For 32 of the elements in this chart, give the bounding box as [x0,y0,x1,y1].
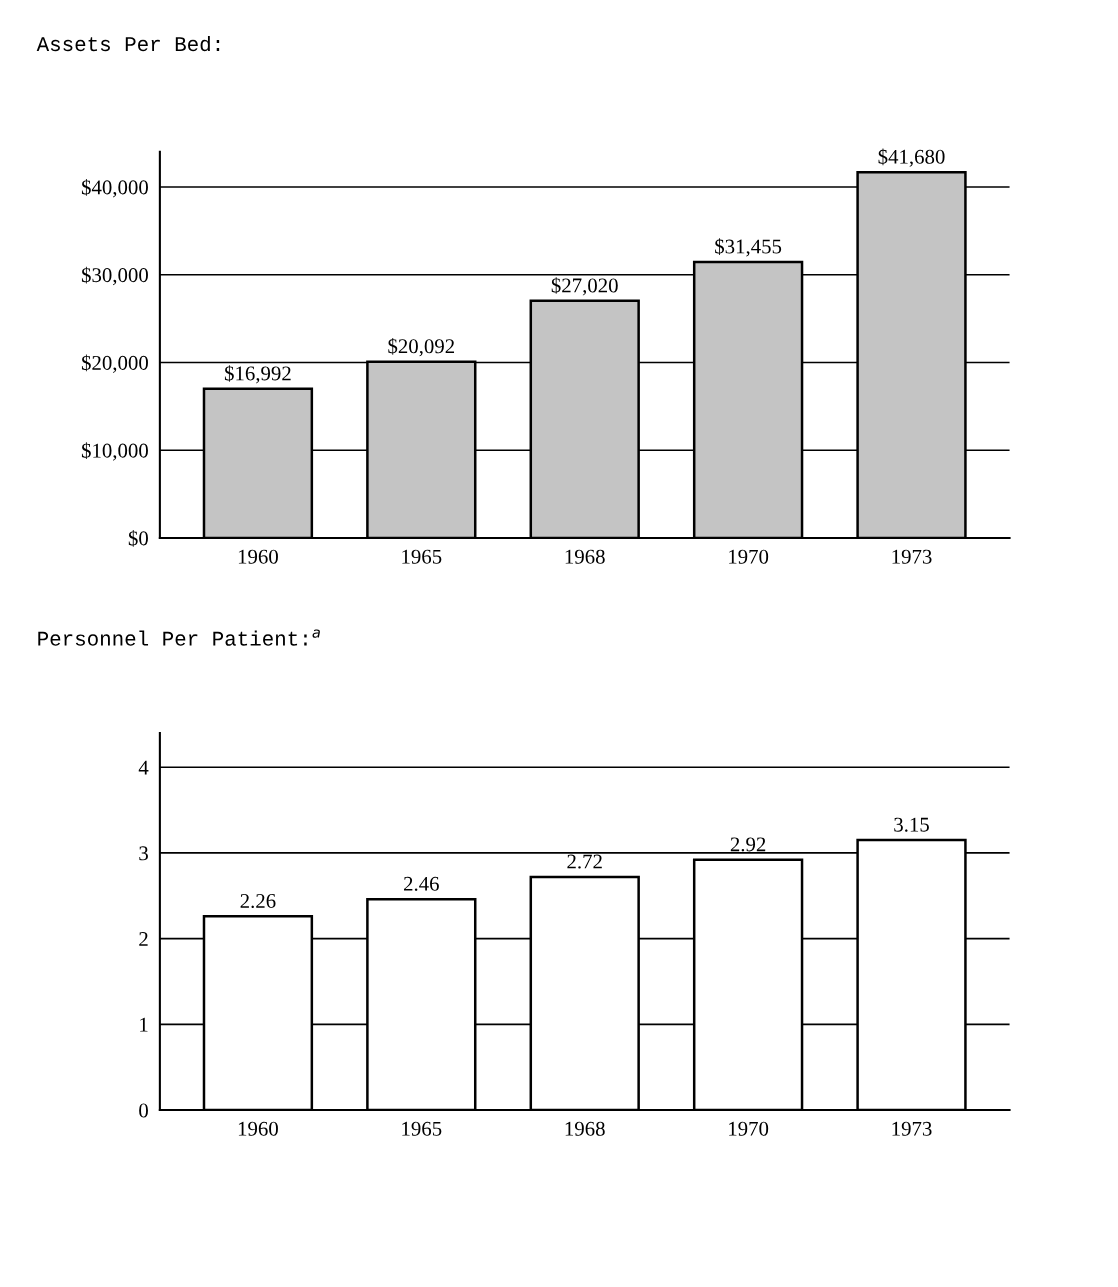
data-label: $16,992 [224,365,291,384]
x-tick-label: 1973 [892,1121,932,1136]
x-tick-label: 1968 [565,1121,605,1136]
data-label: $41,680 [878,148,945,167]
data-label: 2.46 [404,876,439,891]
x-tick-label: 1965 [402,549,442,564]
chart-title: Assets Per Bed: [36,35,220,52]
x-tick-label: 1960 [238,549,278,564]
y-tick-label: $10,000 [81,442,148,461]
y-tick-label: $40,000 [81,179,148,198]
x-tick-label: 1970 [729,549,769,564]
y-tick-label: 3 [139,846,148,861]
y-tick-label: $0 [128,530,148,547]
x-tick-label: 1968 [565,549,605,564]
y-tick-label: 4 [138,760,149,775]
data-label: $31,455 [715,238,782,257]
data-label: 3.15 [894,817,929,832]
y-tick-label: 2 [139,932,148,946]
data-label: 2.72 [567,854,602,869]
x-tick-label: 1973 [892,549,932,564]
y-tick-label: $30,000 [81,266,148,286]
chart-title: Personnel Per Patient:$^{a}$ [38,629,320,646]
x-tick-label: 1970 [729,1121,769,1136]
data-label: $20,092 [388,337,455,357]
x-tick-label: 1965 [402,1121,442,1136]
y-tick-label: $20,000 [81,354,148,373]
y-tick-label: 0 [139,1103,148,1118]
data-label: $27,020 [551,277,618,296]
data-label: 2.92 [730,837,766,852]
data-label: 2.26 [240,893,276,909]
x-tick-label: 1960 [238,1121,278,1136]
y-tick-label: 1 [140,1017,148,1032]
